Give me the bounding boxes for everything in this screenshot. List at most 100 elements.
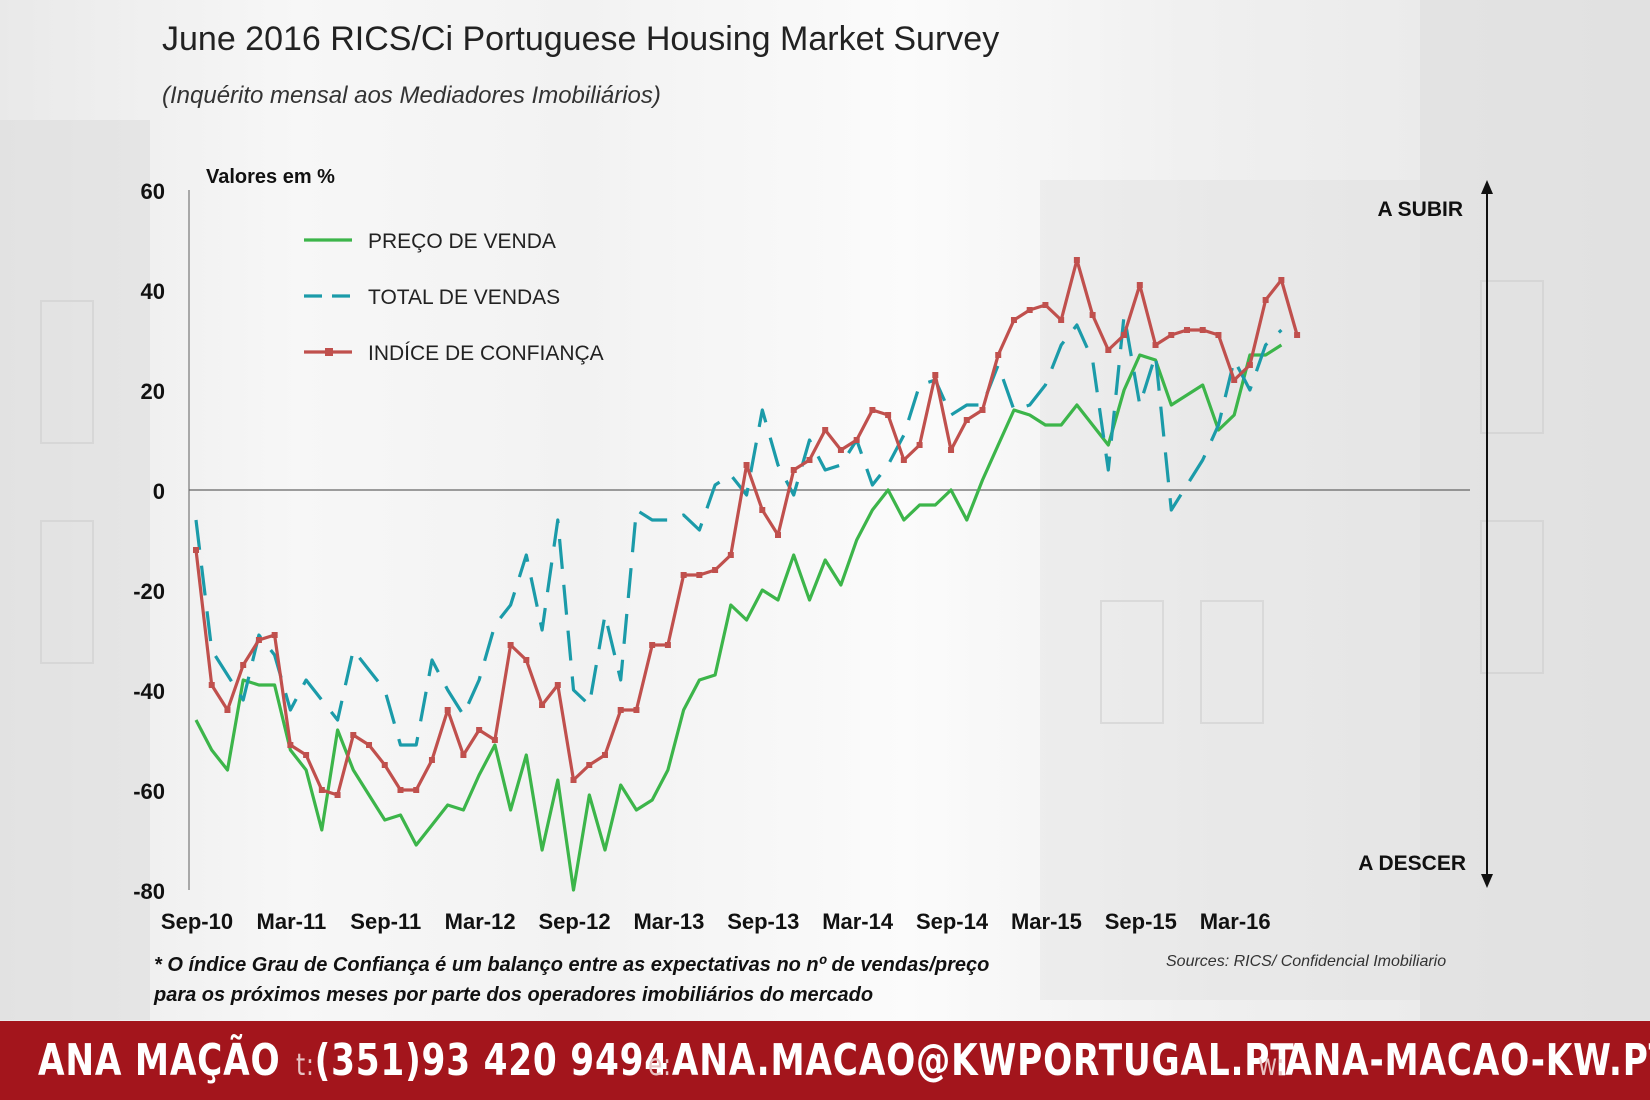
y-tick-label: 40 — [141, 279, 165, 304]
series-3-point — [1231, 377, 1238, 383]
series-3-point — [287, 742, 294, 748]
series-3-point — [1058, 317, 1065, 323]
series-3-point — [806, 457, 813, 463]
series-3-point — [617, 707, 624, 713]
series-3-point — [1042, 302, 1049, 308]
series-3-point — [837, 447, 844, 453]
series-3-point — [916, 442, 923, 448]
series-3-point — [853, 437, 860, 443]
series-3-point — [350, 732, 357, 738]
series-3-point — [586, 762, 593, 768]
y-tick-label: 20 — [141, 379, 165, 404]
series-3-point — [759, 507, 766, 513]
series-3-point — [271, 632, 278, 638]
down-label: A DESCER — [1358, 852, 1466, 875]
background-building-right — [1420, 0, 1650, 1020]
series-3-point — [1089, 312, 1096, 318]
series-3-point — [948, 447, 955, 453]
series-3-point — [932, 372, 939, 378]
website-url: ANA-MACAO-KW.PT — [1285, 1035, 1650, 1086]
series-3-point — [491, 737, 498, 743]
web-prefix: w: — [1258, 1048, 1286, 1083]
x-tick-label: Sep-14 — [916, 909, 989, 934]
series-3-point — [664, 642, 671, 648]
series-line-3 — [194, 258, 1299, 797]
x-tick-label: Mar-13 — [633, 909, 704, 934]
contact-banner: ANA MAÇÃO t:(351)93 420 9494 e:ANA.MACAO… — [0, 1021, 1650, 1100]
x-tick-label: Sep-12 — [538, 909, 610, 934]
series-3-point — [885, 412, 892, 418]
background-window — [1100, 600, 1164, 724]
series-3-point — [397, 787, 404, 793]
series-3-point — [381, 762, 388, 768]
legend-marker-3 — [325, 348, 333, 356]
y-tick-label: 60 — [141, 179, 165, 204]
series-3-point — [428, 757, 435, 763]
chart-plot: PREÇO DE VENDA TOTAL DE VENDAS INDÍCE DE C… — [133, 166, 1493, 934]
series-3-point — [1152, 342, 1159, 348]
x-tick-label: Sep-13 — [727, 909, 799, 934]
series-3-point — [743, 462, 750, 468]
series-3-point — [1215, 332, 1222, 338]
series-3-point — [1294, 332, 1301, 338]
series-line-1 — [194, 343, 1283, 892]
series-3-point — [1246, 362, 1253, 368]
y-axis-title: Valores em % — [206, 166, 335, 188]
agent-name: ANA MAÇÃO — [38, 1035, 281, 1086]
series-3-point — [995, 352, 1002, 358]
y-tick-label: -20 — [133, 579, 165, 604]
series-3-point — [366, 742, 373, 748]
series-3-point — [790, 467, 797, 473]
series-3-point — [523, 657, 530, 663]
phone-contact[interactable]: t:(351)93 420 9494 — [296, 1035, 669, 1086]
series-3-point — [900, 457, 907, 463]
up-label: A SUBIR — [1377, 198, 1463, 221]
series-3-point — [318, 787, 325, 793]
series-3-point — [444, 707, 451, 713]
series-3-point — [208, 682, 215, 688]
axis-labels: 60 40 20 0 -20 -40 -60 -80 Valores em % Sep-10 Mar… — [133, 166, 1466, 934]
website-contact[interactable]: w:ANA-MACAO-KW.PT — [1258, 1035, 1650, 1086]
up-arrow-icon — [1481, 180, 1493, 194]
axes-layer — [188, 180, 1493, 890]
x-tick-label: Sep-15 — [1105, 909, 1177, 934]
footnote-line-2: para os próximos meses por parte dos ope… — [154, 984, 874, 1006]
series-3-point — [1136, 282, 1143, 288]
phone-prefix: t: — [296, 1048, 315, 1083]
footnote: * O índice Grau de Confiança é um balanç… — [154, 950, 989, 1010]
source-note: Sources: RICS/ Confidencial Imobiliario — [1166, 953, 1447, 970]
x-tick-label: Mar-16 — [1200, 909, 1271, 934]
series-3-point — [1073, 257, 1080, 263]
legend: PREÇO DE VENDA TOTAL DE VENDAS INDÍCE DE C… — [304, 230, 604, 365]
email-address: ANA.MACAO@KWPORTUGAL.PT — [671, 1035, 1295, 1086]
x-tick-label: Sep-10 — [161, 909, 233, 934]
series-3-point — [1183, 327, 1190, 333]
series-3-point — [963, 417, 970, 423]
x-tick-label: Mar-12 — [445, 909, 516, 934]
y-tick-label: -80 — [133, 879, 165, 904]
chart-subtitle: (Inquérito mensal aos Mediadores Imobili… — [162, 82, 661, 109]
email-contact[interactable]: e:ANA.MACAO@KWPORTUGAL.PT — [648, 1035, 1294, 1086]
background-window — [40, 300, 94, 444]
series-3-point — [570, 777, 577, 783]
y-tick-label: -40 — [133, 679, 165, 704]
background-window — [1480, 280, 1544, 434]
phone-number: (351)93 420 9494 — [314, 1035, 669, 1086]
x-tick-label: Sep-11 — [350, 909, 421, 934]
series-layer — [193, 257, 1301, 892]
series-3-point — [1010, 317, 1017, 323]
series-3-point — [1278, 277, 1285, 283]
series-3-point — [1026, 307, 1033, 313]
series-3-point — [775, 532, 782, 538]
series-3-point — [476, 727, 483, 733]
down-arrow-icon — [1481, 874, 1493, 888]
series-3-point — [601, 752, 608, 758]
series-3-point — [334, 792, 341, 798]
series-3-point — [539, 702, 546, 708]
x-tick-label: Mar-11 — [257, 909, 327, 934]
series-3-point — [680, 572, 687, 578]
legend-label-3: INDÍCE DE CONFIANÇA — [368, 342, 604, 365]
y-tick-label: -60 — [133, 779, 165, 804]
series-3-point — [413, 787, 420, 793]
